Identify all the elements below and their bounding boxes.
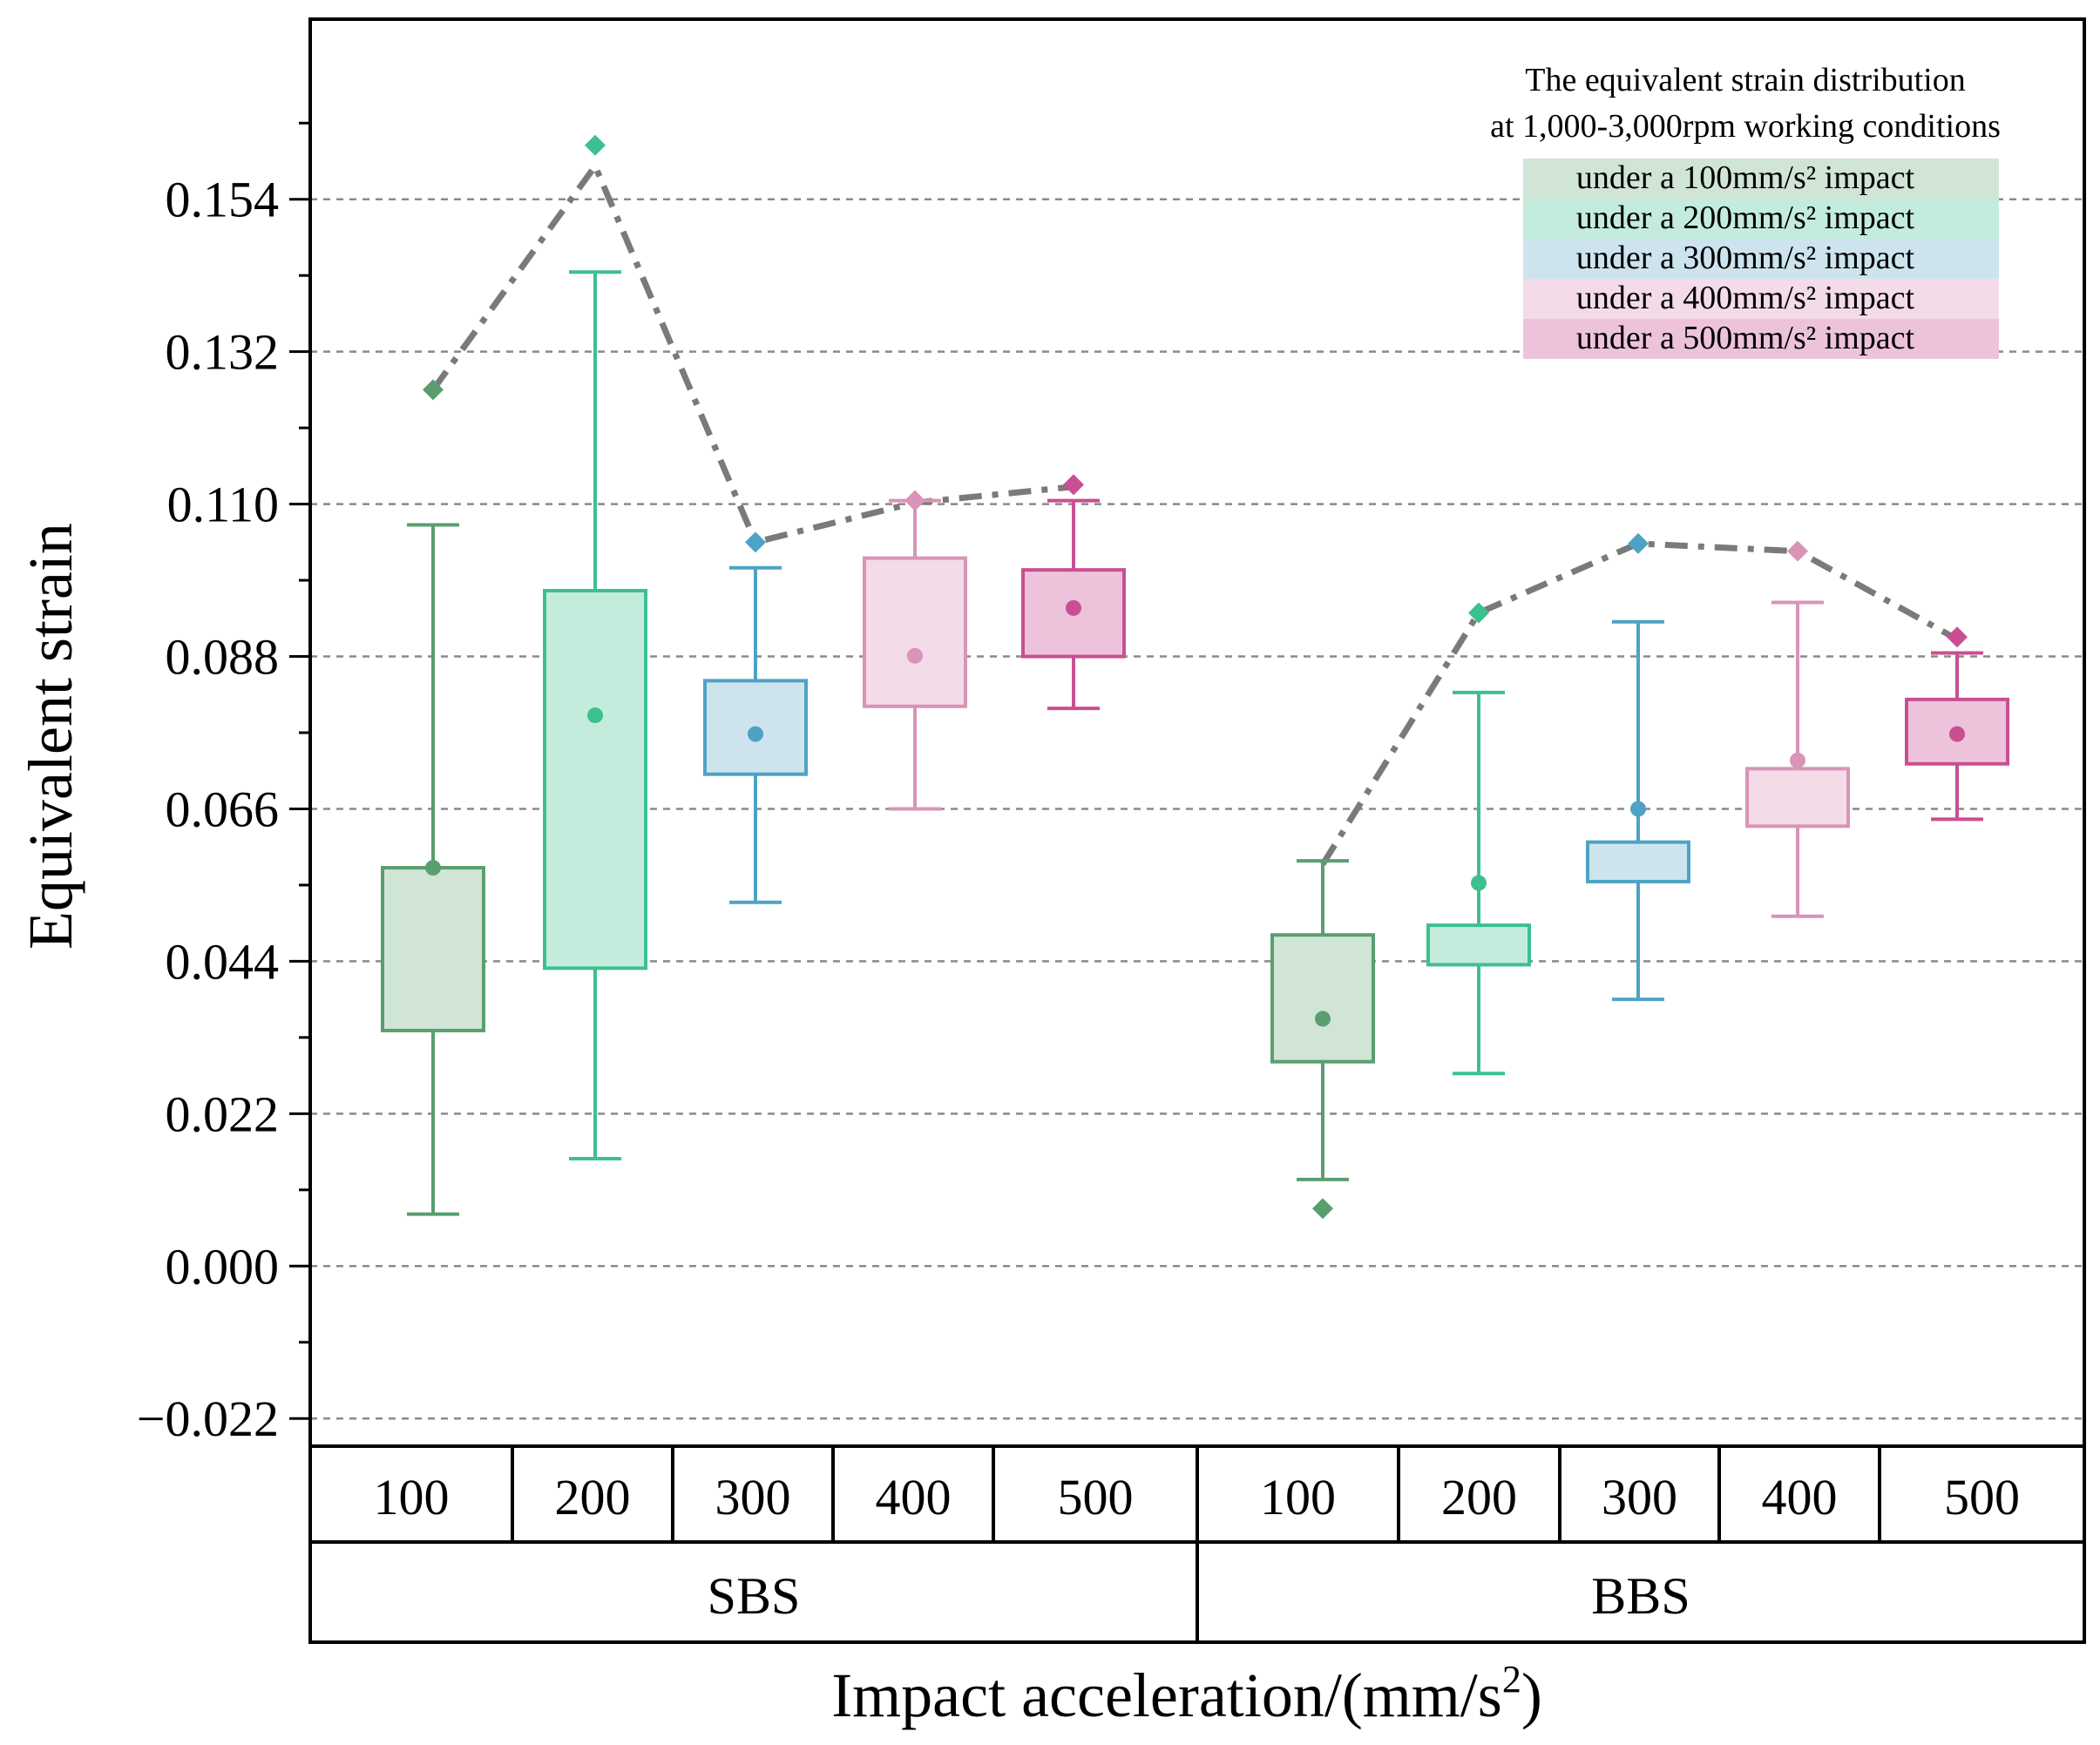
x-axis-title-suffix: ) [1521,1660,1542,1730]
extreme-point [423,379,444,401]
mean-point [587,707,603,724]
box-iqr [863,556,967,708]
x-axis-title: Impact acceleration/(mm/s2) [831,1658,1542,1730]
extreme-point [745,531,766,553]
axes: −0.022 0.000 0.022 0.044 0.066 0.088 0.110 0.13… [137,17,2086,1644]
extreme-point [1947,626,1968,648]
y-tick-label: −0.022 [137,1390,279,1447]
box-sbs-400 [863,490,967,811]
mean-point [748,726,763,742]
extreme-point [1787,540,1808,562]
legend-entry-label: under a 400mm/s² impact [1576,280,1915,316]
x-category-label: 400 [876,1469,952,1525]
legend: The equivalent strain distribution at 1,0… [1490,62,2001,359]
mean-point [1949,726,1965,742]
y-tick-label: 0.110 [167,477,279,533]
extreme-point [1468,602,1489,624]
legend-entry-label: under a 300mm/s² impact [1576,240,1915,276]
x-axis-title-main: Impact acceleration/(mm/s [831,1660,1502,1730]
legend-swatch [1523,159,1999,199]
legend-swatch [1523,239,1999,279]
extreme-point [1063,474,1084,496]
box-iqr [1426,923,1531,967]
x-category-label: 500 [1944,1469,2020,1525]
extreme-point [904,490,925,511]
legend-swatch [1523,199,1999,239]
box-bbs-500 [1905,626,2009,822]
mean-point [1066,599,1081,616]
x-category-label: 400 [1762,1469,1838,1525]
box-sbs-100 [381,379,485,1216]
legend-entry-label: under a 500mm/s² impact [1576,320,1915,356]
x-category-label: 100 [374,1469,450,1525]
box-bbs-400 [1745,540,1850,918]
extreme-point [585,134,606,156]
mean-point [1315,1011,1331,1027]
y-tick-label: 0.066 [166,781,280,837]
y-tick-label: 0.088 [166,629,280,686]
trend-line-sbs [430,163,1074,545]
x-category-label: 100 [1260,1469,1336,1525]
x-category-label: 300 [1602,1469,1677,1525]
y-tick-label: 0.000 [166,1238,280,1295]
box-series [381,134,2009,1220]
extreme-point [1628,532,1649,554]
y-tick-label: 0.022 [166,1086,280,1142]
y-tick-label: 0.132 [166,324,280,381]
y-tick-label: 0.154 [166,172,280,228]
y-tick-label: 0.044 [166,933,280,990]
mean-point [1630,801,1646,817]
x-category-label: 300 [715,1469,791,1525]
x-category-label: 200 [555,1469,631,1525]
box-iqr [1270,933,1375,1064]
box-iqr [381,866,485,1032]
mean-point [425,860,441,876]
box-iqr [543,588,647,971]
x-category-label: 200 [1441,1469,1517,1525]
box-bbs-100 [1270,859,1375,1220]
box-sbs-500 [1021,474,1126,711]
trend-lines [430,163,1959,866]
y-axis-title: Equivalent strain [16,523,85,950]
mean-point [1790,752,1805,768]
legend-title-line-1: The equivalent strain distribution [1525,62,1966,98]
x-group-label: SBS [708,1567,801,1625]
box-bbs-200 [1426,602,1531,1076]
extreme-point [1312,1198,1333,1220]
box-sbs-300 [703,531,808,904]
x-axis-title-superscript: 2 [1502,1658,1521,1701]
box-sbs-200 [543,134,647,1161]
legend-title-line-2: at 1,000-3,000rpm working conditions [1490,108,2001,145]
box-bbs-300 [1586,532,1690,1002]
mean-point [1471,875,1487,891]
box-iqr [1586,840,1690,883]
legend-entry-label: under a 200mm/s² impact [1576,200,1915,236]
mean-point [907,647,923,664]
legend-entry-label: under a 100mm/s² impact [1576,159,1915,196]
legend-swatch [1523,319,1999,359]
x-category-label: 500 [1058,1469,1134,1525]
box-iqr [1745,767,1850,829]
x-group-label: BBS [1591,1567,1690,1625]
legend-swatch [1523,279,1999,319]
